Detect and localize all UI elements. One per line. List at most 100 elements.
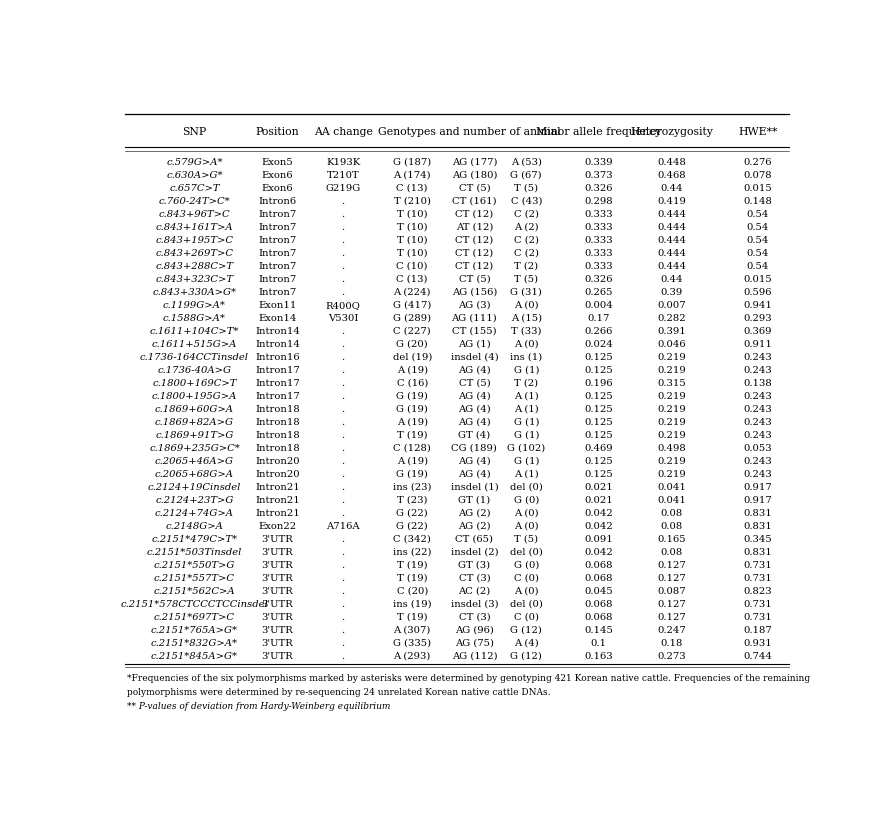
Text: c.843+195T>C: c.843+195T>C	[155, 236, 234, 245]
Text: G (12): G (12)	[510, 652, 542, 661]
Text: A (293): A (293)	[393, 652, 431, 661]
Text: 0.219: 0.219	[657, 405, 686, 414]
Text: del (0): del (0)	[510, 600, 542, 609]
Text: Intron17: Intron17	[255, 391, 300, 400]
Text: 0.917: 0.917	[744, 482, 772, 491]
Text: A (307): A (307)	[393, 626, 431, 635]
Text: 0.54: 0.54	[747, 249, 769, 258]
Text: .: .	[342, 223, 344, 232]
Text: A (19): A (19)	[397, 418, 428, 427]
Text: 0.127: 0.127	[657, 613, 686, 622]
Text: insdel (2): insdel (2)	[450, 548, 499, 557]
Text: .: .	[342, 197, 344, 206]
Text: 0.243: 0.243	[744, 365, 772, 374]
Text: c.2151*479C>T*: c.2151*479C>T*	[152, 535, 237, 544]
Text: 0.293: 0.293	[744, 314, 772, 323]
Text: .: .	[342, 262, 344, 270]
Text: 0.419: 0.419	[657, 197, 686, 206]
Text: T (19): T (19)	[397, 431, 427, 440]
Text: A716A: A716A	[326, 522, 359, 531]
Text: G (1): G (1)	[514, 431, 539, 440]
Text: c.1869+82A>G: c.1869+82A>G	[155, 418, 234, 427]
Text: AG (4): AG (4)	[458, 457, 491, 466]
Text: Intron18: Intron18	[255, 418, 300, 427]
Text: ins (19): ins (19)	[392, 600, 432, 609]
Text: 0.243: 0.243	[744, 418, 772, 427]
Text: 0.219: 0.219	[657, 431, 686, 440]
Text: G (19): G (19)	[396, 391, 428, 400]
Text: G (289): G (289)	[393, 314, 431, 323]
Text: 0.596: 0.596	[744, 287, 772, 296]
Text: Minor allele frequency: Minor allele frequency	[536, 127, 662, 137]
Text: .: .	[342, 548, 344, 557]
Text: 0.444: 0.444	[657, 249, 686, 258]
Text: .: .	[342, 495, 344, 505]
Text: C (0): C (0)	[514, 573, 539, 582]
Text: .: .	[342, 327, 344, 336]
Text: Intron18: Intron18	[255, 431, 300, 440]
Text: 0.068: 0.068	[584, 600, 613, 609]
Text: 0.187: 0.187	[744, 626, 772, 635]
Text: 3'UTR: 3'UTR	[261, 639, 293, 648]
Text: C (2): C (2)	[514, 236, 539, 245]
Text: T210T: T210T	[326, 170, 359, 179]
Text: c.2151*765A>G*: c.2151*765A>G*	[151, 626, 238, 635]
Text: 0.125: 0.125	[584, 431, 613, 440]
Text: T (10): T (10)	[397, 210, 427, 219]
Text: 0.941: 0.941	[743, 301, 772, 310]
Text: Position: Position	[256, 127, 299, 137]
Text: ins (22): ins (22)	[393, 548, 432, 557]
Text: C (16): C (16)	[397, 378, 428, 387]
Text: Exon22: Exon22	[259, 522, 296, 531]
Text: AG (75): AG (75)	[455, 639, 494, 648]
Text: c.2151*503Tinsdel: c.2151*503Tinsdel	[147, 548, 242, 557]
Text: C (13): C (13)	[396, 274, 428, 283]
Text: 0.444: 0.444	[657, 236, 686, 245]
Text: c.1869+235G>C*: c.1869+235G>C*	[149, 444, 240, 453]
Text: 0.444: 0.444	[657, 262, 686, 270]
Text: c.2124+23T>G: c.2124+23T>G	[155, 495, 234, 505]
Text: Exon11: Exon11	[258, 301, 297, 310]
Text: 0.391: 0.391	[657, 327, 686, 336]
Text: 0.125: 0.125	[584, 469, 613, 478]
Text: G219G: G219G	[326, 183, 360, 192]
Text: 0.54: 0.54	[747, 236, 769, 245]
Text: 0.125: 0.125	[584, 365, 613, 374]
Text: T (10): T (10)	[397, 249, 427, 258]
Text: AG (4): AG (4)	[458, 418, 491, 427]
Text: Intron7: Intron7	[259, 274, 296, 283]
Text: c.1611+104C>T*: c.1611+104C>T*	[150, 327, 239, 336]
Text: CT (161): CT (161)	[452, 197, 497, 206]
Text: AG (111): AG (111)	[451, 314, 498, 323]
Text: 0.045: 0.045	[584, 586, 613, 595]
Text: C (2): C (2)	[514, 210, 539, 219]
Text: Exon6: Exon6	[261, 170, 293, 179]
Text: T (19): T (19)	[397, 573, 427, 582]
Text: del (19): del (19)	[392, 353, 432, 362]
Text: A (174): A (174)	[393, 170, 431, 179]
Text: AC (2): AC (2)	[458, 586, 491, 595]
Text: 3'UTR: 3'UTR	[261, 573, 293, 582]
Text: c.579G>A*: c.579G>A*	[166, 158, 223, 167]
Text: AG (1): AG (1)	[458, 340, 491, 349]
Text: Genotypes and number of animal: Genotypes and number of animal	[378, 127, 560, 137]
Text: c.2151*845A>G*: c.2151*845A>G*	[151, 652, 238, 661]
Text: T (2): T (2)	[514, 262, 539, 270]
Text: 0.007: 0.007	[657, 301, 686, 310]
Text: c.1869+60G>A: c.1869+60G>A	[155, 405, 234, 414]
Text: C (342): C (342)	[393, 535, 431, 544]
Text: c.843+288C>T: c.843+288C>T	[155, 262, 234, 270]
Text: 0.015: 0.015	[744, 274, 772, 283]
Text: 0.731: 0.731	[744, 613, 772, 622]
Text: c.843+96T>C: c.843+96T>C	[159, 210, 230, 219]
Text: Intron16: Intron16	[255, 353, 300, 362]
Text: 0.333: 0.333	[584, 236, 613, 245]
Text: 0.219: 0.219	[657, 418, 686, 427]
Text: Intron20: Intron20	[255, 457, 300, 466]
Text: Intron7: Intron7	[259, 223, 296, 232]
Text: T (5): T (5)	[514, 183, 539, 192]
Text: c.843+269T>C: c.843+269T>C	[155, 249, 234, 258]
Text: c.1736-40A>G: c.1736-40A>G	[158, 365, 231, 374]
Text: 0.148: 0.148	[743, 197, 772, 206]
Text: 0.731: 0.731	[744, 600, 772, 609]
